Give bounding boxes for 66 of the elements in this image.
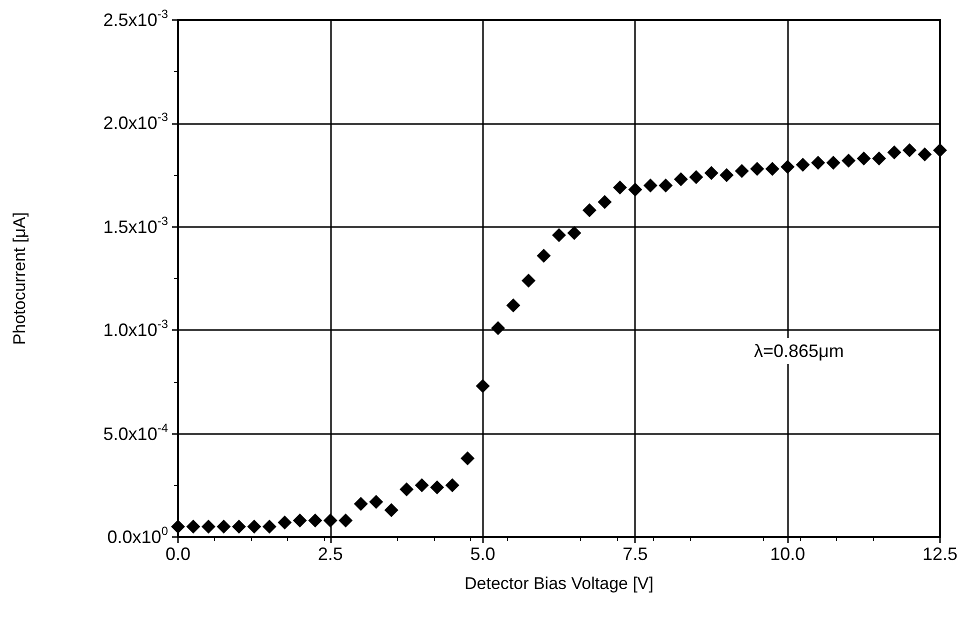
point [612, 180, 627, 195]
point [933, 143, 947, 158]
point [674, 172, 688, 186]
point [643, 178, 658, 192]
y-axis-title: Photocurrent [μA] [10, 212, 29, 345]
point [171, 520, 185, 534]
annotation: λ=0.865μm [754, 341, 844, 361]
y-tick-label: 2.0x10$^{-3}$ [103, 110, 168, 136]
point [918, 147, 932, 162]
point [476, 379, 490, 394]
point [491, 321, 506, 336]
point [430, 480, 444, 494]
point [902, 143, 917, 158]
point [796, 158, 810, 172]
point [460, 451, 475, 466]
point [186, 520, 200, 534]
x-axis-title: Detector Bias Voltage [V] [464, 574, 654, 593]
point [247, 520, 262, 534]
point [765, 162, 780, 176]
point [400, 482, 414, 496]
point [384, 503, 398, 518]
point [628, 182, 642, 197]
point [506, 298, 520, 312]
point [887, 145, 902, 160]
point [750, 162, 764, 176]
point [323, 513, 338, 528]
point [598, 194, 612, 209]
point [308, 513, 322, 528]
point [856, 152, 871, 166]
point [232, 520, 246, 534]
point [414, 478, 429, 492]
x-tick-label: 2.5 [318, 544, 343, 564]
point [338, 513, 353, 528]
point [354, 496, 368, 511]
y-tick-label: 0.0x10$^{0}$ [107, 524, 168, 547]
y-tick-label: 1.5x10$^{-3}$ [103, 214, 168, 239]
y-tick-label: 5.0x10$^{-4}$ [103, 420, 168, 446]
point [522, 274, 536, 288]
point [536, 248, 551, 263]
point [720, 168, 734, 182]
point [292, 513, 307, 528]
x-tick-label: 12.5 [922, 544, 958, 564]
point [704, 166, 718, 180]
x-tick-label: 7.5 [622, 544, 648, 564]
y-tick-label: 1.0x10$^{-3}$ [103, 317, 168, 342]
point [201, 520, 216, 534]
y-tick-label: 2.5x10$^{-3}$ [103, 7, 168, 32]
point [278, 516, 292, 530]
point [658, 178, 673, 192]
point [734, 164, 749, 178]
point [826, 156, 840, 170]
point [689, 170, 704, 184]
point [872, 152, 886, 166]
point [216, 520, 231, 534]
x-tick-label: 5.0 [470, 544, 496, 564]
point [582, 203, 596, 218]
point [445, 478, 460, 492]
point [842, 154, 856, 168]
point [369, 494, 384, 509]
point [552, 228, 566, 242]
point [780, 160, 795, 174]
x-tick-label: 0.0 [165, 544, 191, 564]
point [567, 226, 582, 240]
point [811, 156, 826, 170]
point [262, 520, 276, 534]
x-tick-label: 10.0 [770, 544, 806, 564]
